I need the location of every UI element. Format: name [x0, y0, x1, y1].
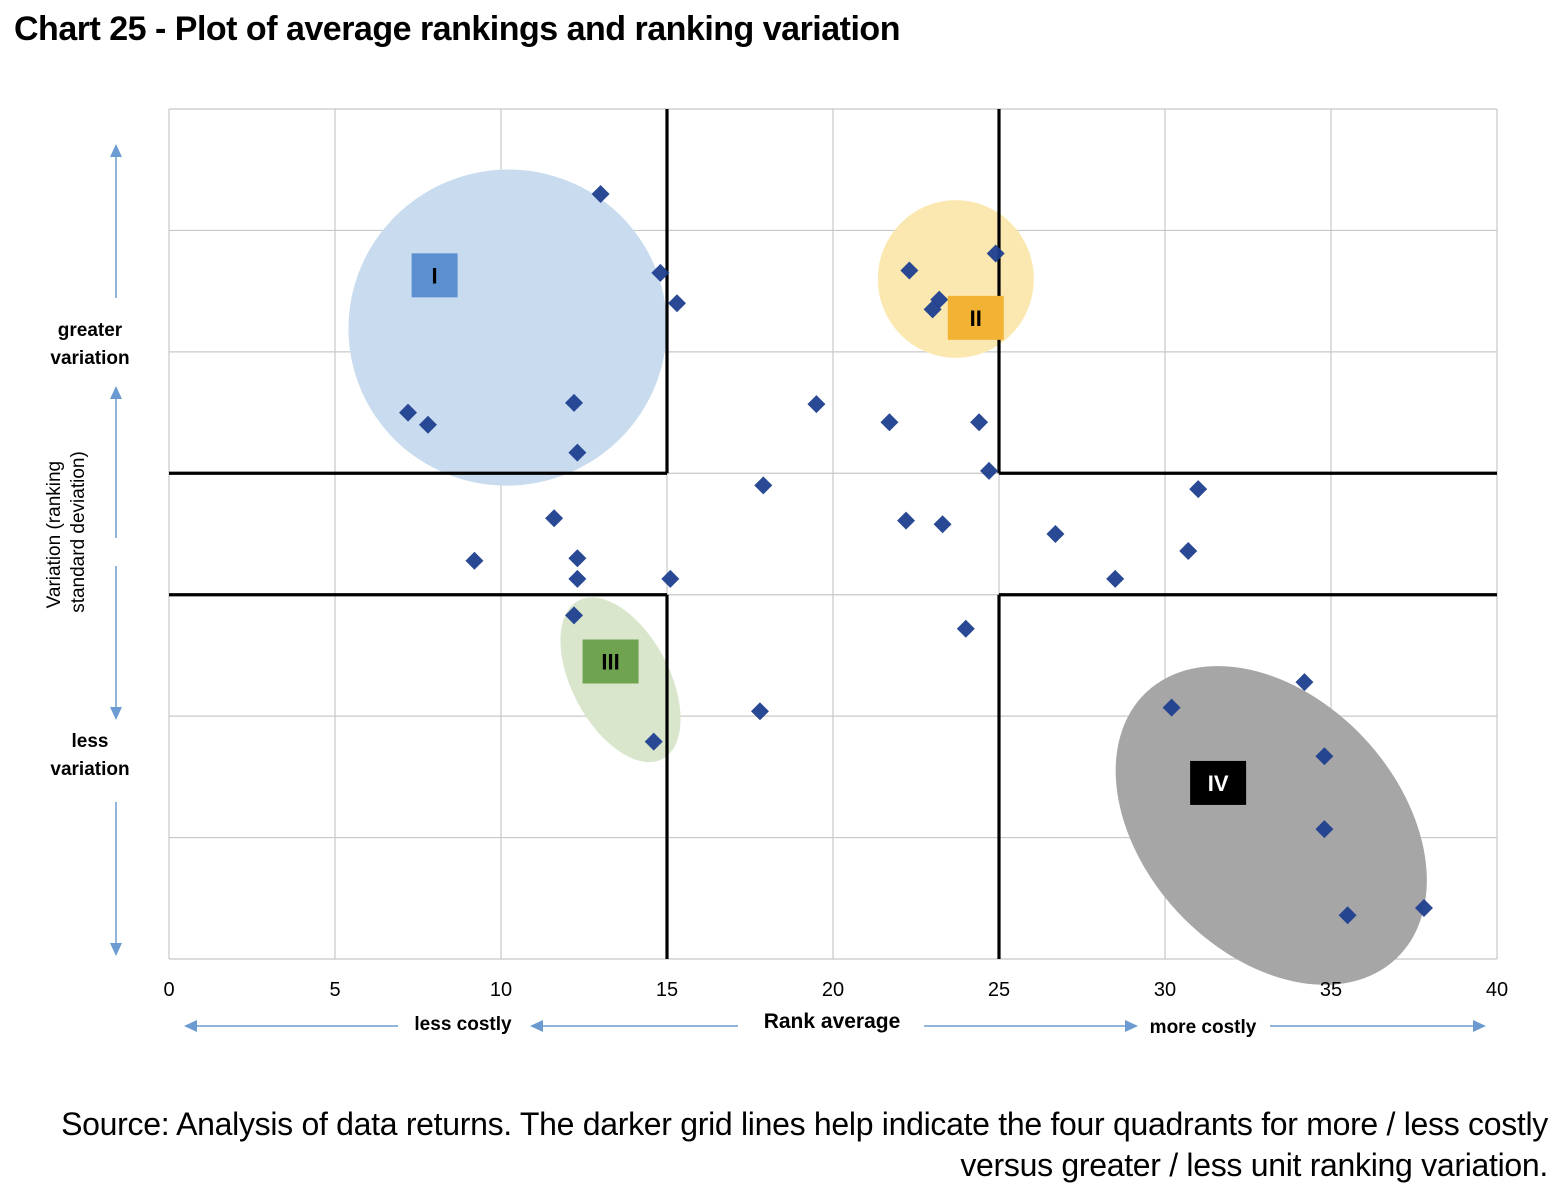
data-point [933, 515, 952, 534]
arrow-up-icon [110, 386, 122, 399]
group-label-box-I [411, 253, 458, 298]
x-tick-label: 35 [1320, 979, 1342, 1001]
data-point [545, 509, 564, 528]
greater-variation-label-line1: greater [58, 320, 123, 341]
chart-title: Chart 25 - Plot of average rankings and … [14, 10, 900, 48]
x-tick-label: 30 [1154, 979, 1176, 1001]
arrow-down-icon [110, 943, 122, 956]
data-point [1189, 480, 1208, 499]
data-point [568, 443, 587, 462]
group-label-box-III [582, 639, 639, 684]
data-point [418, 415, 437, 434]
group-ellipses [348, 169, 1427, 985]
greater-variation-label-line2: variation [50, 348, 129, 369]
group-ellipse-IV [1115, 666, 1427, 985]
x-tick-label: 25 [988, 979, 1010, 1001]
data-point [1315, 820, 1334, 839]
y-axis-arrows [110, 144, 122, 956]
data-point [754, 476, 773, 495]
data-point [923, 300, 942, 319]
data-point [807, 395, 826, 414]
data-point [750, 702, 769, 721]
data-point [980, 461, 999, 480]
data-point [970, 413, 989, 432]
arrow-down-icon [110, 707, 122, 720]
group-label-IV: IV [1208, 771, 1229, 796]
less-variation-label-line2: variation [50, 759, 129, 780]
data-point [1162, 698, 1181, 717]
x-axis-tick-labels: 0 5 10 15 20 25 30 35 40 [163, 979, 1508, 1001]
arrow-left-icon [530, 1020, 543, 1032]
data-point [399, 403, 418, 422]
x-tick-label: 10 [490, 979, 512, 1001]
x-tick-label: 5 [329, 979, 340, 1001]
data-point [1106, 569, 1125, 588]
x-axis-label: Rank average [764, 1010, 901, 1033]
data-point [568, 549, 587, 568]
data-point [667, 294, 686, 313]
data-point [1414, 899, 1433, 917]
data-point [465, 551, 484, 570]
data-point [568, 569, 587, 588]
data-points [399, 185, 1433, 925]
group-label-II: II [970, 306, 982, 331]
data-point [1338, 906, 1357, 925]
x-tick-label: 20 [822, 979, 844, 1001]
more-costly-label: more costly [1150, 1017, 1257, 1038]
group-label-III: III [601, 650, 619, 675]
arrow-right-icon [1473, 1020, 1486, 1032]
group-label-box-II [947, 295, 1004, 340]
data-point [986, 244, 1005, 263]
x-axis-arrows [184, 1020, 1486, 1032]
arrow-left-icon [184, 1020, 197, 1032]
arrow-up-icon [110, 144, 122, 157]
data-point [1046, 525, 1065, 543]
data-point [900, 261, 919, 280]
less-costly-label: less costly [414, 1014, 512, 1035]
data-point [565, 606, 584, 625]
data-point [1179, 542, 1198, 560]
y-axis-label-line2: standard deviation) [68, 451, 89, 613]
arrow-right-icon [1125, 1020, 1138, 1032]
data-point [651, 263, 670, 282]
group-ellipse-I [348, 169, 667, 486]
y-axis-label-line1: Variation (ranking [44, 461, 65, 609]
y-axis-label: Variation (ranking standard deviation) [44, 451, 89, 613]
group-label-I: I [432, 263, 438, 288]
source-note: Source: Analysis of data returns. The da… [61, 1106, 1548, 1183]
data-point [897, 511, 916, 530]
x-tick-label: 0 [163, 979, 174, 1001]
x-tick-label: 40 [1486, 979, 1508, 1001]
data-point [956, 619, 975, 638]
x-tick-label: 15 [656, 979, 678, 1001]
data-point [644, 732, 663, 751]
data-point [661, 569, 680, 588]
group-label-box-IV [1190, 760, 1247, 805]
data-point [1315, 747, 1334, 766]
data-point [880, 413, 899, 432]
less-variation-label-line1: less [72, 731, 109, 752]
data-point [591, 185, 610, 203]
data-point [565, 393, 584, 412]
data-point [1295, 673, 1314, 692]
quadrant-dividers [169, 109, 1497, 959]
